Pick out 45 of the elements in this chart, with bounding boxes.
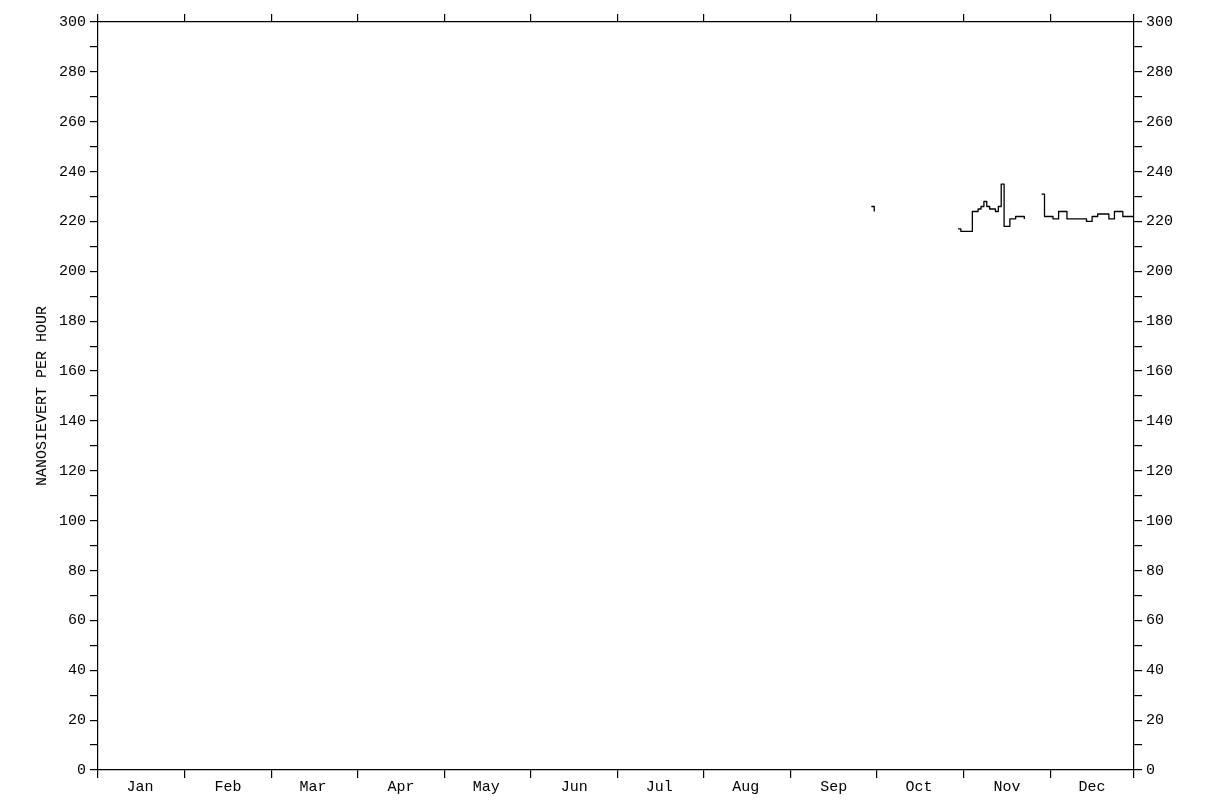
y-tick-label: 60 [67, 612, 86, 630]
y-tick-label: 80 [67, 562, 86, 580]
y-tick-label: 140 [58, 412, 86, 430]
y2-tick-label: 260 [1146, 113, 1174, 131]
x-tick-label: Mar [299, 778, 327, 796]
y-tick-label: 100 [58, 512, 86, 530]
y-tick-label: 240 [58, 163, 86, 181]
y2-tick-label: 160 [1146, 363, 1174, 381]
y-tick-label: 260 [58, 113, 86, 131]
y-tick-label: 220 [58, 213, 86, 231]
y2-tick-label: 240 [1146, 163, 1174, 181]
x-tick-label: May [472, 778, 500, 796]
y-tick-label: 180 [58, 313, 86, 331]
x-tick-label: Jun [560, 778, 588, 796]
x-tick-label: Jan [126, 778, 154, 796]
y-axis-title: NANOSIEVERT PER HOUR [33, 305, 51, 487]
x-tick-label: Oct [905, 778, 933, 796]
x-tick-label: Apr [387, 778, 415, 796]
x-tick-label: Sep [820, 778, 848, 796]
y2-tick-label: 280 [1146, 63, 1174, 81]
y2-tick-label: 40 [1146, 662, 1165, 680]
y-tick-label: 300 [58, 13, 86, 31]
y-tick-label: 280 [58, 63, 86, 81]
y-tick-label: 200 [58, 263, 86, 281]
x-tick-label: Dec [1078, 778, 1106, 796]
x-tick-label: Feb [214, 778, 242, 796]
y-tick-label: 40 [67, 662, 86, 680]
y-tick-label: 20 [67, 712, 86, 730]
y2-tick-label: 80 [1146, 562, 1165, 580]
y2-tick-label: 100 [1146, 512, 1174, 530]
x-tick-label: Aug [732, 778, 760, 796]
y2-tick-label: 140 [1146, 412, 1174, 430]
y2-tick-label: 120 [1146, 462, 1174, 480]
y2-tick-label: 60 [1146, 612, 1165, 630]
y2-tick-label: 220 [1146, 213, 1174, 231]
y2-tick-label: 0 [1146, 761, 1156, 779]
x-tick-label: Jul [645, 778, 673, 796]
y-tick-label: 0 [76, 761, 86, 779]
y-tick-label: 120 [58, 462, 86, 480]
y-tick-label: 160 [58, 363, 86, 381]
y2-tick-label: 180 [1146, 313, 1174, 331]
y2-tick-label: 200 [1146, 263, 1174, 281]
y2-tick-label: 300 [1146, 13, 1174, 31]
y2-tick-label: 20 [1146, 712, 1165, 730]
x-tick-label: Nov [993, 778, 1021, 796]
